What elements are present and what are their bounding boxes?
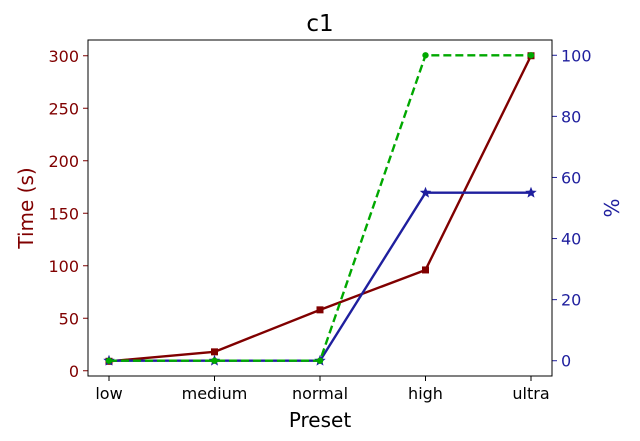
y-left-tick-label: 250 xyxy=(48,99,79,118)
y-right-tick-label: 40 xyxy=(561,230,581,249)
y-left-tick-label: 300 xyxy=(48,47,79,66)
chart-title: c1 xyxy=(306,11,333,37)
series-1 xyxy=(103,186,537,366)
data-point xyxy=(211,348,218,356)
y-axis-label-right: % xyxy=(600,198,624,217)
plot-frame xyxy=(87,39,553,377)
y-left-tick-label: 150 xyxy=(48,204,79,223)
y-right-tick-label: 100 xyxy=(561,46,592,65)
y-left-tick-label: 200 xyxy=(48,152,79,171)
series-0 xyxy=(105,52,535,365)
data-point xyxy=(422,52,429,59)
series-line xyxy=(109,54,531,362)
series-line xyxy=(108,55,533,363)
data-point xyxy=(105,357,113,364)
data-point xyxy=(316,357,324,364)
y-right-tick-label: 60 xyxy=(561,168,581,187)
x-tick-label: high xyxy=(408,384,443,403)
data-point xyxy=(525,186,537,198)
data-point xyxy=(211,357,218,364)
x-tick-label: medium xyxy=(182,384,248,403)
y-left-tick-label: 100 xyxy=(48,257,79,276)
data-point xyxy=(422,266,429,274)
data-point xyxy=(419,186,432,198)
x-tick-label: ultra xyxy=(512,384,549,403)
series-2 xyxy=(105,52,535,364)
y-right-tick-label: 0 xyxy=(561,352,571,371)
x-tick-label: normal xyxy=(292,384,348,403)
x-tick-label: low xyxy=(95,384,122,403)
series-line xyxy=(109,191,531,362)
data-point xyxy=(316,306,324,314)
y-left-tick-label: 0 xyxy=(69,362,79,381)
data-point xyxy=(527,52,535,59)
y-right-tick-label: 80 xyxy=(561,107,581,126)
y-left-tick-label: 50 xyxy=(59,309,79,328)
x-axis-label: Preset xyxy=(289,408,352,432)
y-axis-label-left: Time (s) xyxy=(14,167,38,249)
y-right-tick-label: 20 xyxy=(561,291,581,310)
